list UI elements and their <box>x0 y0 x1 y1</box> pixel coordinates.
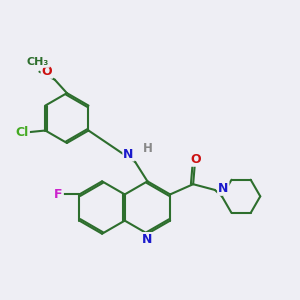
Text: H: H <box>143 142 153 155</box>
Text: N: N <box>123 148 134 160</box>
Text: Cl: Cl <box>16 126 29 139</box>
Text: N: N <box>142 233 153 246</box>
Text: O: O <box>42 65 52 78</box>
Text: O: O <box>190 153 201 166</box>
Text: N: N <box>218 182 229 195</box>
Text: CH₃: CH₃ <box>27 57 49 67</box>
Text: F: F <box>54 188 63 201</box>
